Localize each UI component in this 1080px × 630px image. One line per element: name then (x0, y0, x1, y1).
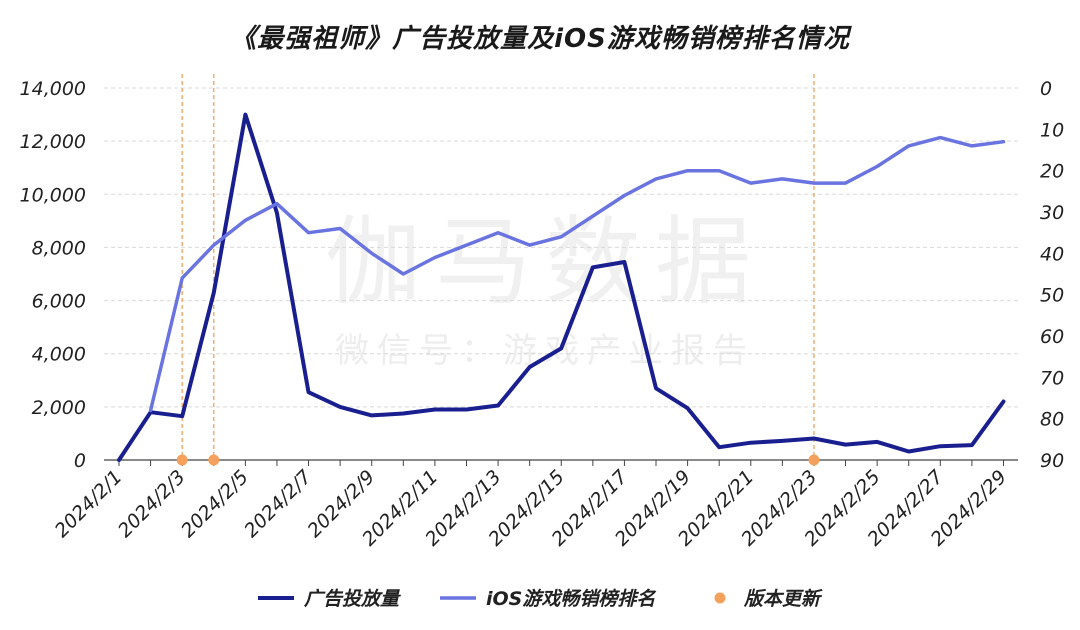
y-tick-left: 4,000 (32, 344, 86, 366)
legend-swatch (714, 592, 726, 604)
legend-label: iOS游戏畅销榜排名 (486, 588, 656, 610)
legend: 广告投放量 iOS游戏畅销榜排名 版本更新 (258, 588, 823, 610)
y-axis-right-ticks: 0 10 20 30 40 50 60 70 80 90 (1040, 78, 1064, 472)
y-axis-left-ticks: 0 2,000 4,000 6,000 8,000 10,000 12,000 14,000 (20, 78, 86, 472)
x-tick-label: 2024/2/3 (114, 466, 190, 542)
ios-rank-line (148, 135, 1006, 413)
y-tick-right: 80 (1040, 409, 1064, 431)
y-tick-left: 0 (74, 450, 86, 472)
y-tick-right: 70 (1040, 367, 1064, 389)
version-update-lines (181, 74, 815, 460)
x-tick-label: 2024/2/5 (177, 466, 253, 542)
y-tick-right: 0 (1040, 78, 1052, 100)
watermark: 伽马数据 微信号：游戏产业报告 (325, 206, 765, 371)
gridlines (104, 87, 1018, 408)
watermark-sub: 微信号：游戏产业报告 (335, 331, 755, 371)
y-tick-right: 30 (1040, 202, 1064, 224)
version-update-marker (208, 454, 220, 466)
y-tick-right: 10 (1040, 119, 1064, 141)
version-update-markers (176, 454, 820, 466)
legend-label: 广告投放量 (303, 588, 401, 610)
y-tick-left: 12,000 (20, 131, 86, 153)
y-tick-right: 60 (1040, 326, 1064, 348)
y-tick-right: 50 (1040, 285, 1064, 307)
legend-label: 版本更新 (743, 588, 823, 610)
series-lines (117, 112, 1006, 462)
x-axis-ticks: 2024/2/12024/2/32024/2/52024/2/72024/2/9… (51, 460, 1011, 550)
y-tick-left: 14,000 (20, 78, 86, 100)
y-tick-left: 6,000 (32, 291, 86, 313)
y-tick-left: 2,000 (32, 397, 86, 419)
version-update-marker (176, 454, 188, 466)
x-tick-label: 2024/2/7 (240, 466, 316, 542)
y-tick-right: 20 (1040, 161, 1064, 183)
y-tick-left: 10,000 (20, 184, 86, 206)
watermark-main: 伽马数据 (325, 206, 765, 318)
x-tick-label: 2024/2/1 (51, 466, 127, 542)
y-tick-left: 8,000 (32, 237, 86, 259)
ads-volume-line (117, 112, 1006, 462)
version-update-marker (808, 454, 820, 466)
y-tick-right: 40 (1040, 243, 1064, 265)
y-tick-right: 90 (1040, 450, 1064, 472)
chart-title: 《最强祖师》广告投放量及iOS游戏畅销榜排名情况 (230, 24, 850, 54)
